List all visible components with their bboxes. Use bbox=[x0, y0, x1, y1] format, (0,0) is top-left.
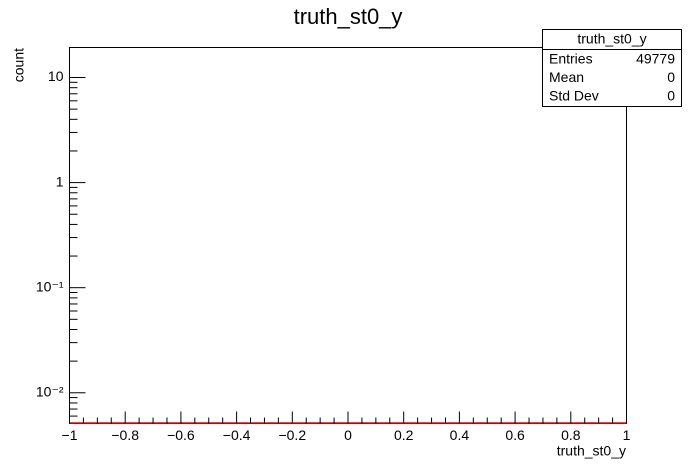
x-tick-label: 1 bbox=[623, 427, 631, 443]
y-tick-label: 10 bbox=[48, 68, 64, 84]
x-axis-label: truth_st0_y bbox=[557, 443, 626, 459]
stats-label: Mean bbox=[549, 69, 584, 85]
x-tick-label: −0.2 bbox=[278, 427, 306, 443]
x-tick-label: −0.8 bbox=[111, 427, 139, 443]
y-tick-label: 10⁻² bbox=[36, 383, 64, 399]
stats-label: Std Dev bbox=[549, 88, 599, 104]
x-tick-label: 0 bbox=[344, 427, 352, 443]
x-tick-label: 0.4 bbox=[450, 427, 470, 443]
x-tick-label: −1 bbox=[62, 427, 78, 443]
chart-title: truth_st0_y bbox=[294, 4, 403, 29]
stats-value: 49779 bbox=[636, 51, 675, 67]
y-axis-label: count bbox=[11, 48, 27, 82]
x-tick-label: −0.6 bbox=[167, 427, 195, 443]
x-tick-label: −0.4 bbox=[223, 427, 251, 443]
stats-value: 0 bbox=[667, 88, 675, 104]
y-tick-label: 10⁻¹ bbox=[36, 278, 64, 294]
y-tick-label: 1 bbox=[56, 173, 64, 189]
stats-title: truth_st0_y bbox=[577, 31, 646, 47]
stats-value: 0 bbox=[667, 69, 675, 85]
x-tick-label: 0.6 bbox=[505, 427, 525, 443]
x-tick-label: 0.8 bbox=[561, 427, 581, 443]
x-tick-label: 0.2 bbox=[394, 427, 414, 443]
stats-box bbox=[542, 29, 682, 107]
stats-label: Entries bbox=[549, 51, 593, 67]
